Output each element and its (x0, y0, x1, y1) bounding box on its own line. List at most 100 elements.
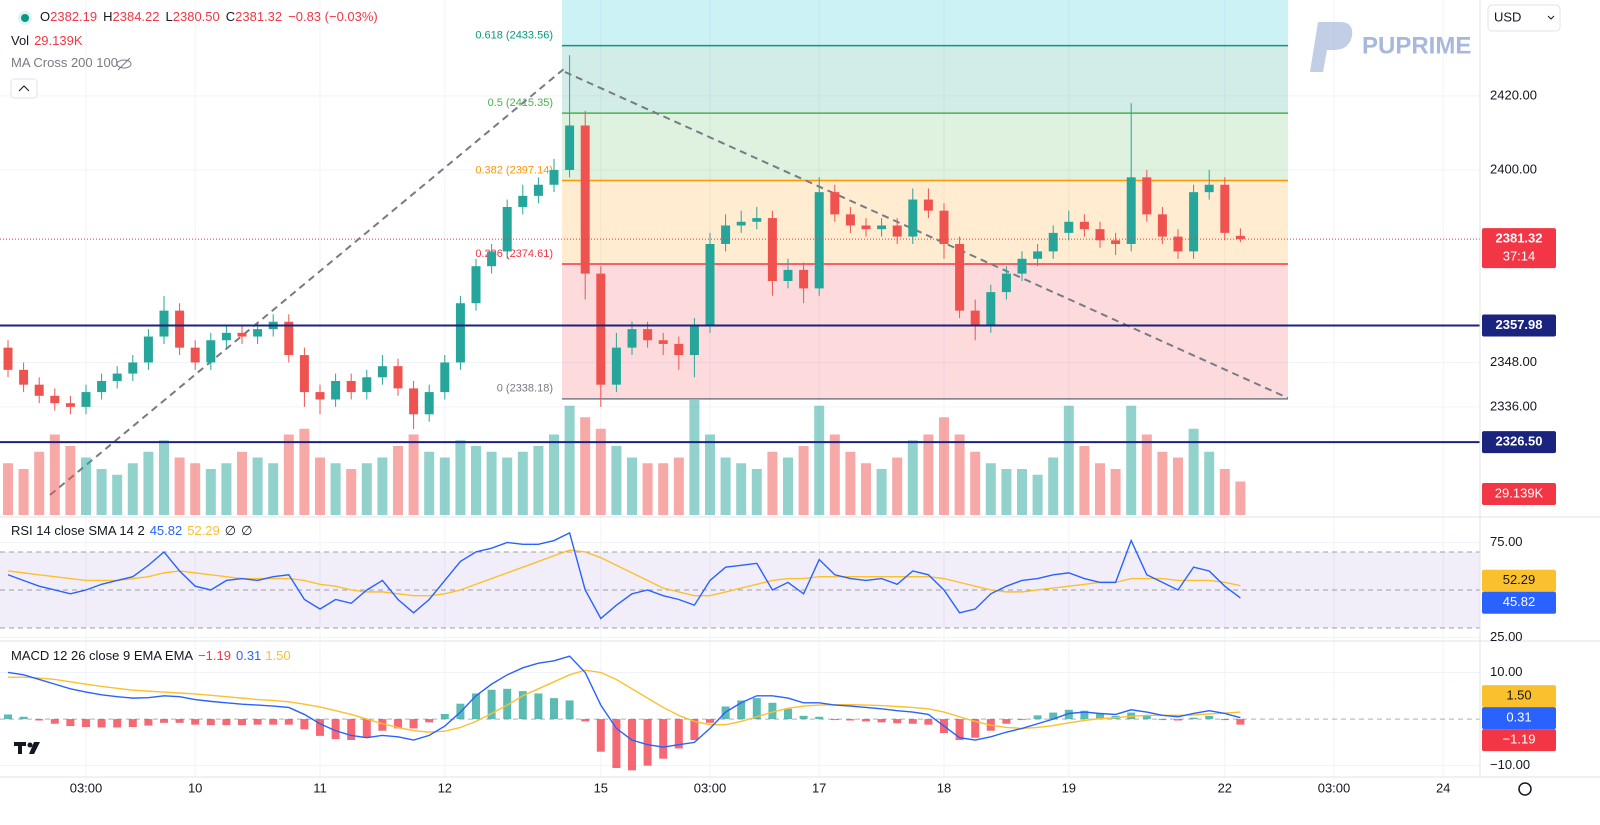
rsi-sma-line (7, 549, 1241, 597)
candle-body (923, 199, 933, 211)
macd-histogram-bar (66, 719, 75, 727)
value-box-label: 0.31 (1506, 710, 1531, 725)
macd-histogram-bar (394, 719, 402, 729)
macd-histogram-bar (1205, 715, 1214, 720)
macd-histogram-bar (971, 719, 980, 738)
macd-value: 1.50 (265, 648, 290, 663)
candle-body (1111, 240, 1121, 244)
macd-histogram-bar (331, 719, 340, 740)
macd-histogram-bar (487, 689, 496, 720)
candle-body (580, 125, 590, 274)
volume-bar (112, 474, 123, 515)
value-box (1482, 591, 1556, 614)
candle-body (128, 362, 138, 374)
rsi-extra: ∅ (225, 523, 236, 538)
macd-histogram-bar (643, 719, 652, 766)
candle-body (97, 380, 107, 393)
macd-histogram-bar (565, 700, 574, 720)
candle-body (986, 292, 996, 326)
macd-histogram-bar (19, 716, 28, 720)
x-tick-label: 11 (313, 780, 327, 795)
macd-histogram-bar (284, 719, 293, 725)
macd-histogram-bar (1158, 719, 1167, 721)
volume-bar (486, 451, 497, 515)
macd-histogram-bar (4, 714, 12, 720)
settings-icon[interactable] (1518, 782, 1532, 796)
volume-bar (3, 463, 13, 515)
macd-histogram-bar (378, 719, 387, 731)
volume-bar (96, 469, 107, 515)
macd-histogram-bar (784, 708, 792, 720)
macd-histogram-bar (128, 719, 137, 728)
candle-body (845, 214, 855, 226)
candle-body (409, 388, 419, 415)
volume-bar (283, 434, 294, 515)
candle-body (752, 218, 762, 222)
ohlc-label: O (40, 9, 50, 24)
candle-body (112, 373, 122, 381)
macd-histogram-bar (238, 719, 246, 726)
y-tick-label: 2420.00 (1490, 87, 1537, 102)
collapse-button[interactable] (10, 78, 38, 99)
x-tick-label: 19 (1062, 780, 1076, 795)
change: −0.83 (−0.03%) (288, 9, 378, 24)
legend: RSI 14 close SMA 14 2 45.82 52.29 ∅ ∅ (11, 523, 252, 538)
candle-body (346, 380, 356, 393)
value-box (1482, 707, 1556, 730)
candle-body (1064, 221, 1074, 233)
volume-bar (580, 417, 591, 515)
hide-icon[interactable] (116, 57, 132, 71)
macd-histogram-bar (1189, 717, 1198, 720)
candle-body (3, 347, 13, 370)
macd-histogram-bar (160, 719, 168, 723)
rsi-pane (0, 531, 1480, 629)
value-box (1482, 685, 1556, 708)
volume-bar (1235, 481, 1246, 515)
volume-bar (361, 463, 372, 515)
price-line-label-bg (1482, 314, 1556, 337)
volume-bar (205, 469, 216, 515)
volume-bar (595, 428, 606, 515)
candle-body (1079, 221, 1089, 230)
fib-zone (562, 263, 1288, 399)
macd-histogram-bar (175, 719, 184, 723)
candle-body (799, 269, 809, 289)
macd-histogram-bar (924, 719, 933, 725)
candle-body (814, 192, 824, 289)
fib-retracement: 0.618 (2433.56) 0.5 (2415.35) 0.382 (2397.… (475, 30, 1288, 400)
x-tick-label: 17 (812, 780, 826, 795)
volume-bar (424, 451, 435, 515)
volume-bar (892, 457, 903, 515)
volume-bar (190, 463, 201, 515)
ohlc-value: 2381.32 (235, 9, 282, 24)
macd-histogram-bar (1049, 712, 1058, 720)
candle-body (736, 221, 746, 226)
fib-top-zone (562, 0, 1288, 46)
candle-body (955, 243, 965, 311)
volume-bar (315, 457, 325, 515)
candle-body (1001, 273, 1011, 293)
volume-bar (439, 457, 450, 515)
candle-body (1126, 177, 1136, 244)
x-tick-label: 03:00 (70, 780, 103, 795)
volume-bar (861, 463, 871, 515)
volume-bar (1001, 469, 1012, 515)
rsi-line (7, 531, 1241, 620)
candle-body (1157, 214, 1167, 237)
volume-bar (377, 457, 388, 515)
legend: MACD 12 26 close 9 EMA EMA −1.19 0.31 1.50 (11, 648, 291, 663)
volume-bar (1173, 457, 1183, 515)
currency: USD (1494, 9, 1521, 24)
volume-bar (299, 428, 310, 515)
logo-part (18, 742, 22, 754)
trend-line (564, 71, 1289, 399)
volume-bar (783, 457, 793, 515)
status-dot (21, 14, 29, 22)
value-box-label: 1.50 (1506, 688, 1531, 703)
macd-histogram-bar (830, 719, 839, 721)
volume-bar (767, 451, 778, 515)
currency-button[interactable] (1487, 4, 1561, 32)
volume-bar (49, 434, 60, 515)
x-tick-label: 22 (1218, 780, 1232, 795)
candle-body (705, 243, 715, 326)
